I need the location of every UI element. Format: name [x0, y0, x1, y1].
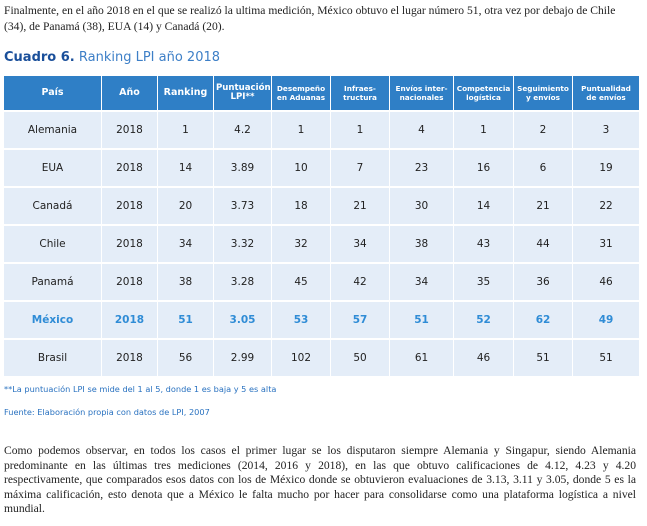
table-cell: 18: [272, 188, 331, 226]
table-cell: 2018: [102, 340, 158, 378]
table-cell: Chile: [4, 226, 102, 264]
header-puntualidad-envios: Puntualidad de envíos: [573, 76, 639, 112]
table-cell: 30: [390, 188, 454, 226]
header-competencia-logistica: Competencia logística: [454, 76, 514, 112]
table-cell: 6: [514, 150, 573, 188]
table-cell: 51: [514, 340, 573, 378]
table-cell: Alemania: [4, 112, 102, 150]
header-puntuacion-lpi: Puntuación LPI**: [214, 76, 272, 112]
table-cell: EUA: [4, 150, 102, 188]
table-cell: 4.2: [214, 112, 272, 150]
table-cell: 44: [514, 226, 573, 264]
table-cell: 57: [331, 302, 390, 340]
table-cell: 32: [272, 226, 331, 264]
table-caption: Cuadro 6. Ranking LPI año 2018: [4, 50, 220, 65]
table-cell: 3.73: [214, 188, 272, 226]
lpi-ranking-table: País Año Ranking Puntuación LPI** Desemp…: [4, 76, 639, 378]
table-cell: 3.05: [214, 302, 272, 340]
table-row: Panamá 2018 38 3.28 45 42 34 35 36 46: [4, 264, 639, 302]
table-cell: 46: [454, 340, 514, 378]
table-cell: 3.89: [214, 150, 272, 188]
table-cell: 21: [514, 188, 573, 226]
table-cell: 34: [158, 226, 214, 264]
table-cell: 3.32: [214, 226, 272, 264]
table-cell: México: [4, 302, 102, 340]
caption-label: Cuadro 6.: [4, 50, 75, 65]
table-cell: 35: [454, 264, 514, 302]
table-row: Chile 2018 34 3.32 32 34 38 43 44 31: [4, 226, 639, 264]
table-cell: 51: [158, 302, 214, 340]
table-cell: 36: [514, 264, 573, 302]
table-cell: 50: [331, 340, 390, 378]
table-cell: 16: [454, 150, 514, 188]
header-ranking: Ranking: [158, 76, 214, 112]
table-row: México 2018 51 3.05 53 57 51 52 62 49: [4, 302, 639, 340]
table-cell: 2018: [102, 150, 158, 188]
table-cell: 2018: [102, 188, 158, 226]
header-infraestructura: Infraes-tructura: [331, 76, 390, 112]
table-cell: 3.28: [214, 264, 272, 302]
header-pais: País: [4, 76, 102, 112]
intro-paragraph: Finalmente, en el año 2018 en el que se …: [4, 4, 616, 33]
table-cell: 14: [454, 188, 514, 226]
table-cell: 38: [158, 264, 214, 302]
footnote: **La puntuación LPI se mide del 1 al 5, …: [4, 384, 277, 394]
table-cell: 2.99: [214, 340, 272, 378]
table-cell: 1: [272, 112, 331, 150]
table-cell: 34: [331, 226, 390, 264]
table-cell: 31: [573, 226, 639, 264]
table-cell: 2: [514, 112, 573, 150]
table-cell: 52: [454, 302, 514, 340]
header-seguimiento-envios: Seguimiento y envíos: [514, 76, 573, 112]
table-body: Alemania 2018 1 4.2 1 1 4 1 2 3 EUA 2018 14 3.89 10 7 23…: [4, 112, 639, 378]
table-cell: 2018: [102, 302, 158, 340]
table-cell: Panamá: [4, 264, 102, 302]
table-cell: 22: [573, 188, 639, 226]
table-cell: 19: [573, 150, 639, 188]
source-note: Fuente: Elaboración propia con datos de …: [4, 407, 210, 417]
table-cell: 62: [514, 302, 573, 340]
table-cell: 61: [390, 340, 454, 378]
table-cell: 34: [390, 264, 454, 302]
table-cell: 43: [454, 226, 514, 264]
header-desempeno-aduanas: Desempeño en Aduanas: [272, 76, 331, 112]
table-cell: 46: [573, 264, 639, 302]
table-cell: 45: [272, 264, 331, 302]
table-cell: Brasil: [4, 340, 102, 378]
table-cell: 49: [573, 302, 639, 340]
table-cell: 2018: [102, 226, 158, 264]
header-ano: Año: [102, 76, 158, 112]
table-cell: 10: [272, 150, 331, 188]
table-cell: 102: [272, 340, 331, 378]
table-cell: 1: [454, 112, 514, 150]
table-cell: 4: [390, 112, 454, 150]
table-cell: 51: [573, 340, 639, 378]
closing-paragraph: Como podemos observar, en todos los caso…: [4, 444, 636, 515]
table-row: Alemania 2018 1 4.2 1 1 4 1 2 3: [4, 112, 639, 150]
caption-title: Ranking LPI año 2018: [78, 50, 221, 65]
table-row: Brasil 2018 56 2.99 102 50 61 46 51 51: [4, 340, 639, 378]
table-cell: 51: [390, 302, 454, 340]
table-cell: 1: [158, 112, 214, 150]
table-cell: 7: [331, 150, 390, 188]
table-cell: 53: [272, 302, 331, 340]
table-cell: 21: [331, 188, 390, 226]
table-cell: 2018: [102, 112, 158, 150]
table-cell: 20: [158, 188, 214, 226]
table-cell: 14: [158, 150, 214, 188]
table-cell: 2018: [102, 264, 158, 302]
table-cell: 42: [331, 264, 390, 302]
table-cell: 1: [331, 112, 390, 150]
table-cell: 3: [573, 112, 639, 150]
table-row: Canadá 2018 20 3.73 18 21 30 14 21 22: [4, 188, 639, 226]
table-cell: 56: [158, 340, 214, 378]
table-cell: 23: [390, 150, 454, 188]
table-cell: Canadá: [4, 188, 102, 226]
table-row: EUA 2018 14 3.89 10 7 23 16 6 19: [4, 150, 639, 188]
header-envios-internacionales: Envíos inter-nacionales: [390, 76, 454, 112]
table-header-row: País Año Ranking Puntuación LPI** Desemp…: [4, 76, 639, 112]
table-cell: 38: [390, 226, 454, 264]
